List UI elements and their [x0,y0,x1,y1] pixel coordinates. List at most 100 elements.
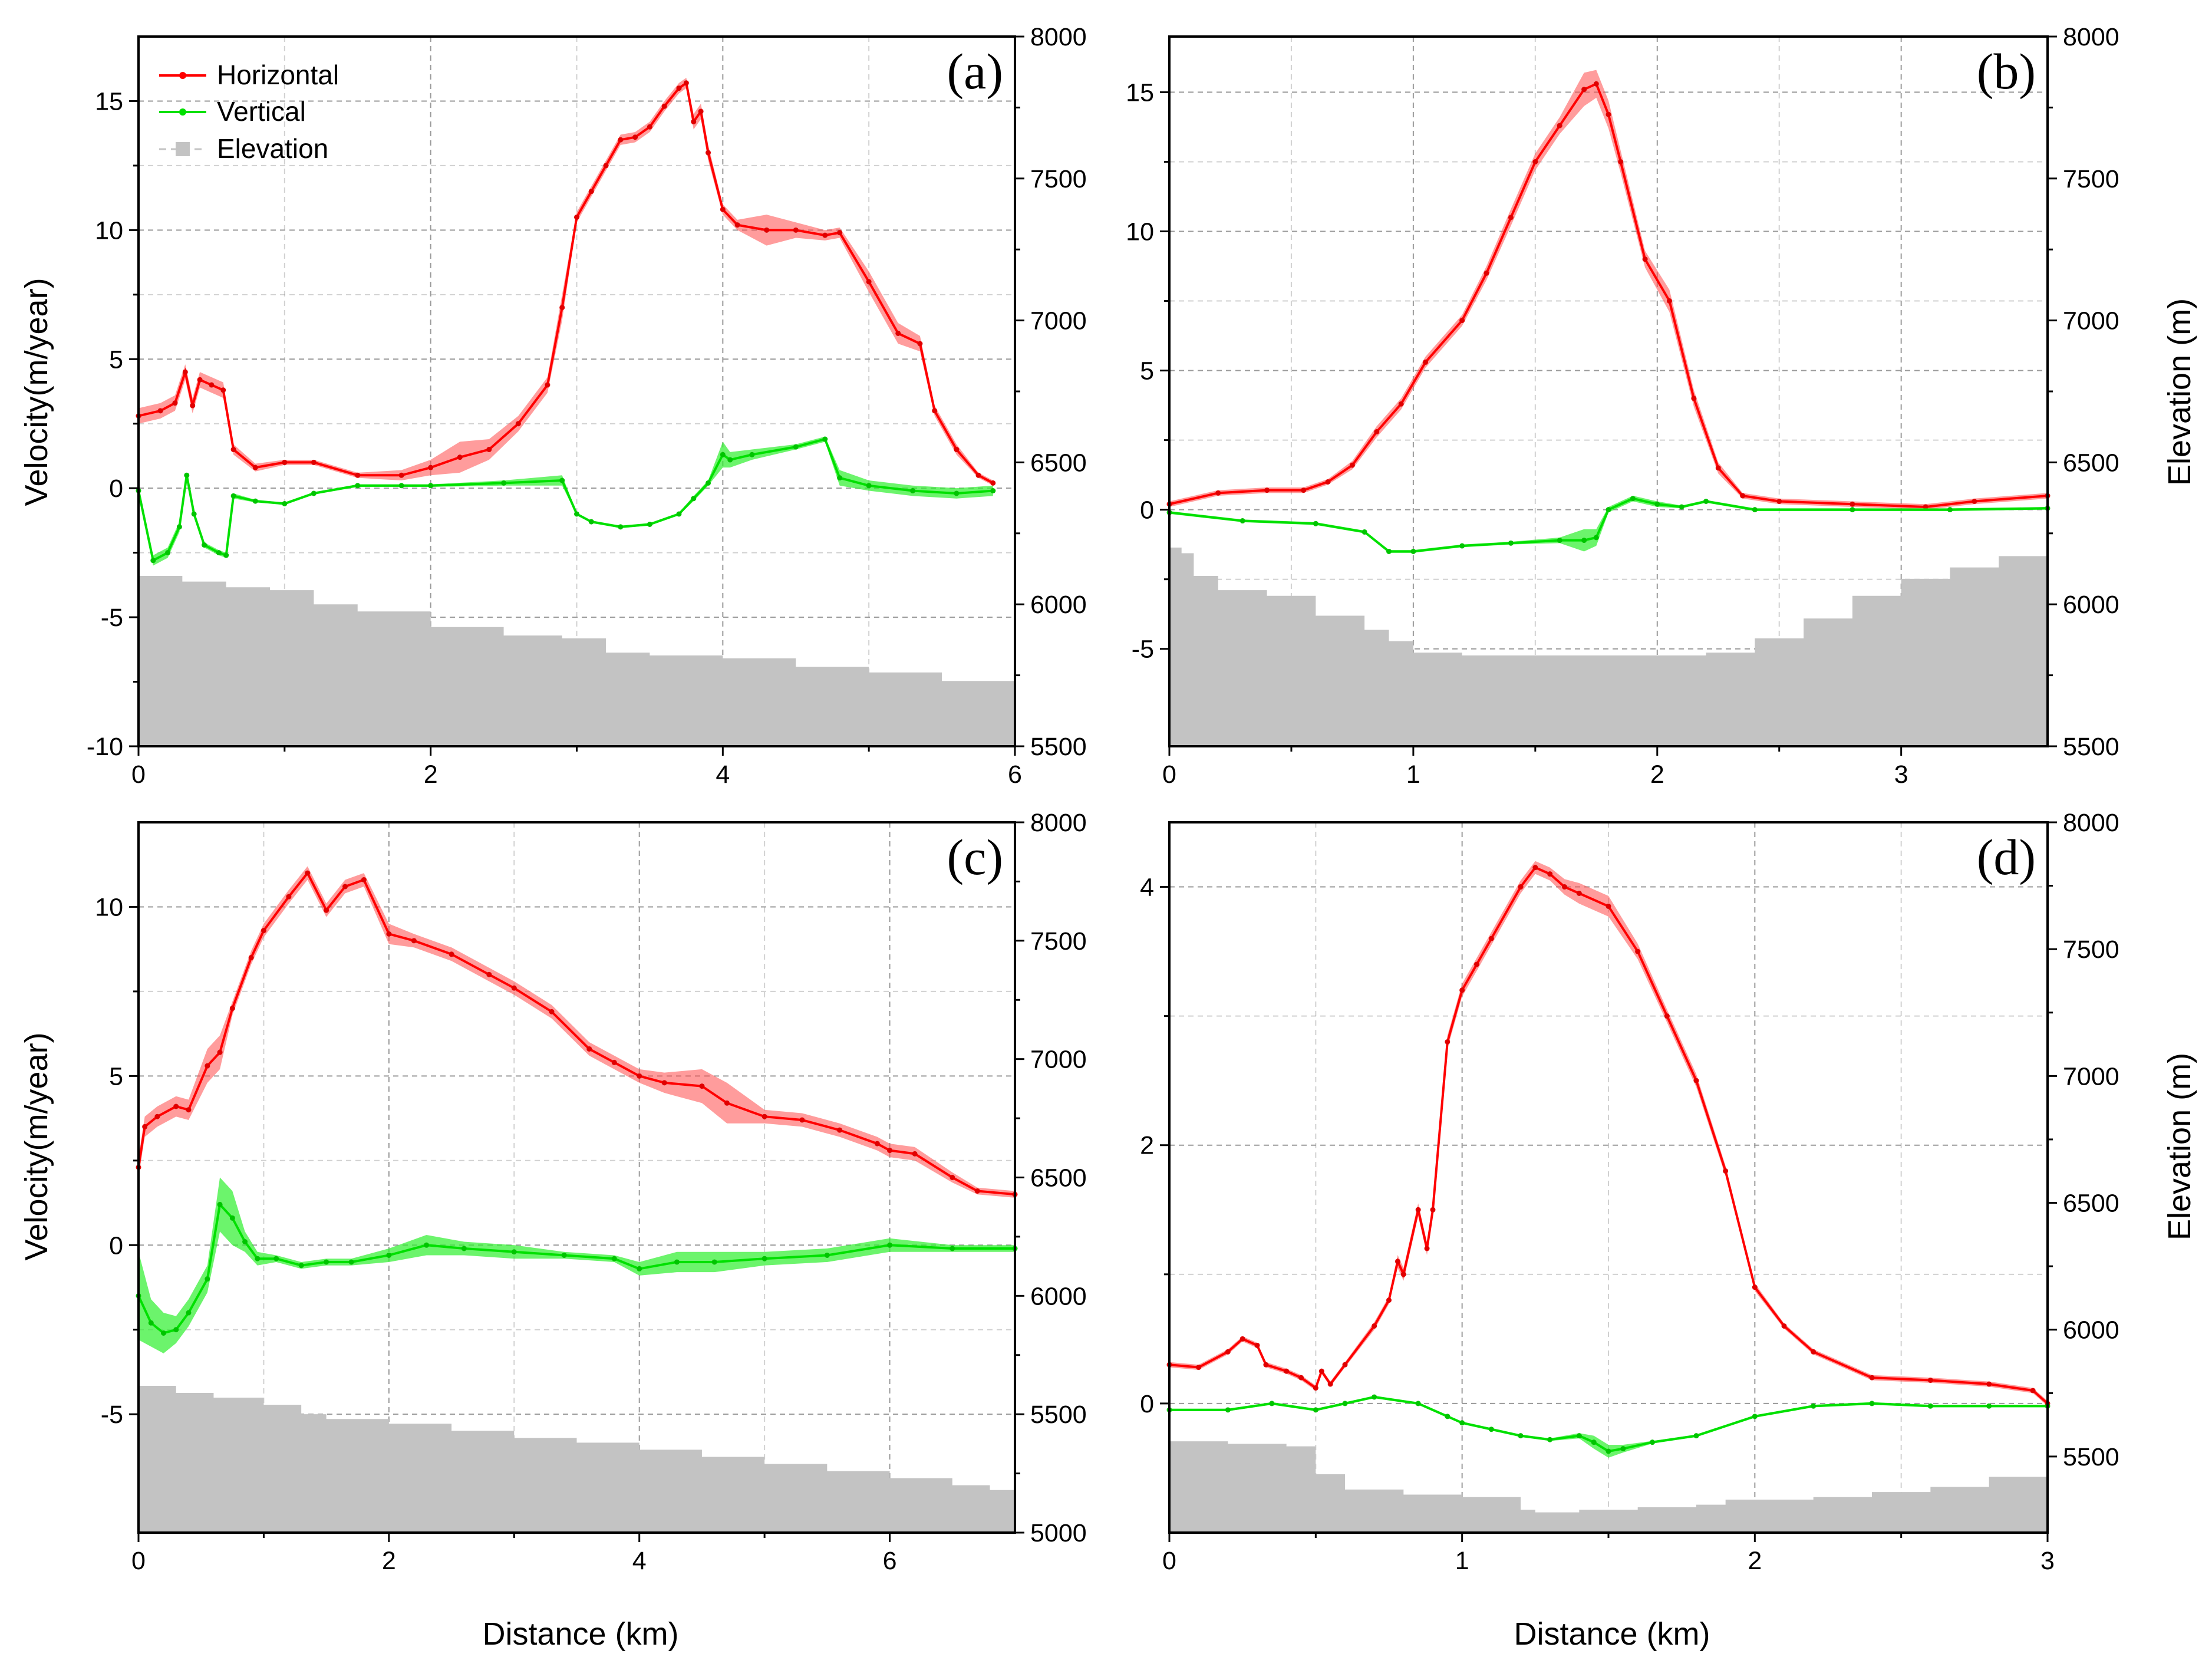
y2-tick-label: 7000 [2063,307,2119,335]
x-tick-label: 3 [2040,1547,2055,1575]
horizontal-point [1781,1323,1787,1329]
horizontal-point [182,369,188,375]
y2-tick-label: 8000 [1030,23,1087,51]
horizontal-point [1459,318,1465,324]
horizontal-point [932,408,938,414]
vertical-point [252,498,258,504]
y-tick-label: 0 [1140,496,1154,525]
horizontal-point [1488,935,1494,941]
horizontal-point [1547,871,1553,877]
vertical-point [954,490,960,496]
y-tick-label: -5 [101,604,123,632]
horizontal-point [1593,81,1599,87]
vertical-point [1547,1437,1553,1442]
horizontal-point [1263,1362,1269,1368]
vertical-point [150,558,156,564]
vertical-point [160,1330,166,1336]
y-tick-label: 15 [95,87,123,116]
y2-tick-label: 7500 [2063,165,2119,193]
vertical-point [1752,1414,1758,1419]
y2-tick-label: 5500 [2063,1443,2119,1471]
vertical-point [298,1263,304,1269]
vertical-point [637,1266,642,1271]
horizontal-point [1325,479,1331,485]
vertical-point [148,1320,154,1326]
horizontal-point [822,232,828,238]
legend: Horizontal Vertical Elevation [159,60,339,164]
horizontal-point [282,459,288,465]
horizontal-velocity-line [137,871,1016,1196]
vertical-point [229,1215,235,1221]
vertical-point [720,452,726,457]
y2-tick-label: 6500 [1030,449,1087,477]
horizontal-point [1664,1013,1670,1019]
horizontal-point [1196,1365,1202,1371]
panel-c: 0 2 4 6 -5 0 5 10 5000 5500 6000 6500 7000 7500 8000 (c… [95,809,1087,1575]
x-tick-label: 6 [1008,760,1022,789]
y-tick-label: 2 [1140,1132,1154,1160]
horizontal-point [1225,1349,1231,1355]
y2-tick-label: 6500 [2063,449,2119,477]
vertical-point [822,436,828,442]
vertical-point [184,472,190,478]
horizontal-point [1752,1284,1758,1290]
vertical-point [386,1252,392,1258]
horizontal-point [698,108,704,114]
legend-label-elevation: Elevation [217,133,328,164]
horizontal-point [1576,891,1582,896]
vertical-point [1811,1403,1817,1409]
vertical-point [273,1256,279,1261]
y2-tick-label: 6500 [2063,1190,2119,1218]
y2-tick-label: 5500 [2063,733,2119,761]
vertical-point [1269,1401,1275,1406]
vertical-uncertainty-band [1169,1395,2048,1458]
horizontal-point [974,1188,980,1194]
y2-tick-label: 5500 [1030,733,1087,761]
horizontal-point [1518,884,1524,890]
horizontal-point [647,124,652,130]
horizontal-point [1811,1349,1817,1355]
vertical-point [1576,1433,1582,1439]
horizontal-point [209,382,215,388]
horizontal-point [154,1114,160,1119]
y-tick-label: 10 [95,893,123,921]
horizontal-point [734,222,740,228]
vertical-point [355,483,361,489]
vertical-point [230,493,236,499]
vertical-point [588,519,594,525]
horizontal-point [793,227,799,233]
vertical-point [255,1256,261,1261]
vertical-point [1986,1403,1992,1409]
legend-item-elevation: Elevation [159,133,328,164]
y-tick-label: 10 [1126,218,1154,246]
x-axis-title-left: Distance (km) [482,1616,678,1652]
y2-tick-label: 8000 [2063,809,2119,837]
horizontal-uncertainty-band [1169,70,2048,510]
vertical-point [837,475,843,481]
horizontal-point [449,951,454,957]
horizontal-point [1298,1375,1304,1381]
vertical-point [1415,1401,1421,1406]
vertical-point [1581,538,1587,543]
x-axis-title-right: Distance (km) [1514,1616,1710,1652]
x-tick-label: 2 [382,1547,396,1575]
horizontal-point [1715,465,1721,471]
vertical-point [1927,1403,1933,1409]
horizontal-point [1415,1207,1421,1213]
horizontal-point [1693,1078,1699,1083]
vertical-point [1703,499,1709,505]
horizontal-point [1606,111,1611,117]
vertical-point [727,457,733,463]
vertical-point [1650,1439,1655,1445]
horizontal-velocity-line [1169,82,2048,508]
legend-item-vertical: Vertical [159,96,306,127]
y2-tick-label: 6500 [1030,1164,1087,1192]
elevation-area [139,576,1015,746]
horizontal-point [1398,401,1404,407]
horizontal-point [1395,1259,1400,1264]
legend-marker-vertical [179,108,186,116]
horizontal-point [950,1175,955,1180]
horizontal-point [1400,1271,1406,1277]
horizontal-point [1557,123,1562,129]
horizontal-point [220,387,226,393]
